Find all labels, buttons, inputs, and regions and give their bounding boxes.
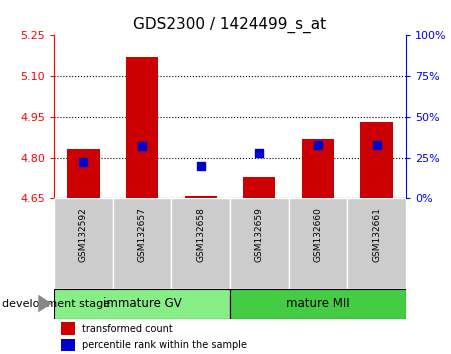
Text: development stage: development stage (2, 298, 110, 309)
Bar (171, 198, 230, 289)
Bar (67, 149, 100, 198)
Text: percentile rank within the sample: percentile rank within the sample (82, 340, 247, 350)
Bar (347, 198, 406, 289)
Text: GSM132660: GSM132660 (313, 207, 322, 262)
Bar (61, 322, 75, 335)
Bar (54, 289, 230, 319)
Point (138, 143, 146, 149)
Bar (302, 138, 334, 198)
Bar (243, 177, 276, 198)
Bar (61, 339, 75, 351)
Text: GSM132658: GSM132658 (196, 207, 205, 262)
Text: GSM132659: GSM132659 (255, 207, 264, 262)
Point (197, 163, 204, 169)
Point (80, 160, 87, 165)
Point (373, 142, 380, 147)
Bar (230, 198, 289, 289)
Point (256, 150, 263, 155)
Bar (126, 57, 158, 198)
Text: GSM132592: GSM132592 (79, 207, 88, 262)
Text: GSM132657: GSM132657 (138, 207, 147, 262)
Bar (360, 122, 393, 198)
Bar (54, 198, 113, 289)
Point (314, 142, 322, 147)
Text: mature MII: mature MII (286, 297, 350, 310)
Text: GSM132661: GSM132661 (372, 207, 381, 262)
Title: GDS2300 / 1424499_s_at: GDS2300 / 1424499_s_at (133, 16, 327, 33)
Text: transformed count: transformed count (82, 324, 173, 333)
Bar (230, 289, 406, 319)
Text: immature GV: immature GV (103, 297, 181, 310)
Bar (184, 196, 217, 198)
Bar (113, 198, 171, 289)
Bar (289, 198, 347, 289)
